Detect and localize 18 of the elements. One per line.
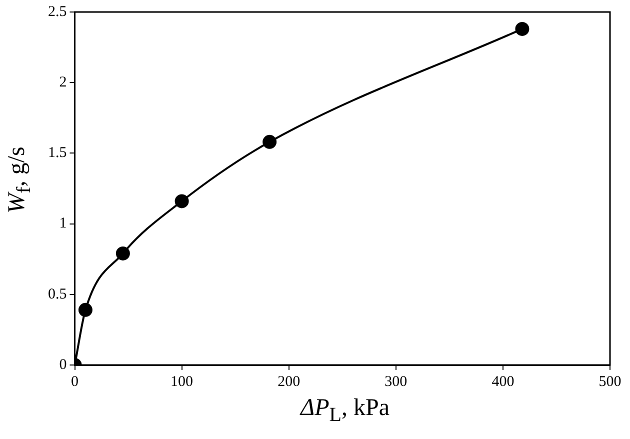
y-tick-label: 0 xyxy=(59,356,67,373)
x-tick-label: 100 xyxy=(170,374,194,390)
x-tick-label: 400 xyxy=(492,374,514,390)
y-tick-label: 1.5 xyxy=(48,145,67,162)
x-tick-label: 0 xyxy=(71,374,78,390)
y-tick-label: 0.5 xyxy=(48,286,67,302)
x-axis-title: ΔP$_{L}$, kPa xyxy=(298,395,390,427)
point xyxy=(174,194,189,208)
point xyxy=(515,22,530,36)
point xyxy=(262,134,277,149)
x-tick-label: 300 xyxy=(384,374,408,390)
y-tick-label: 1 xyxy=(59,216,67,232)
x-tick-label: 200 xyxy=(278,374,300,390)
y-tick-label: 2.5 xyxy=(48,4,67,20)
point xyxy=(116,246,130,260)
point xyxy=(78,302,92,317)
y-tick-label: 2 xyxy=(59,74,67,91)
x-tick-label: 500 xyxy=(598,374,622,390)
